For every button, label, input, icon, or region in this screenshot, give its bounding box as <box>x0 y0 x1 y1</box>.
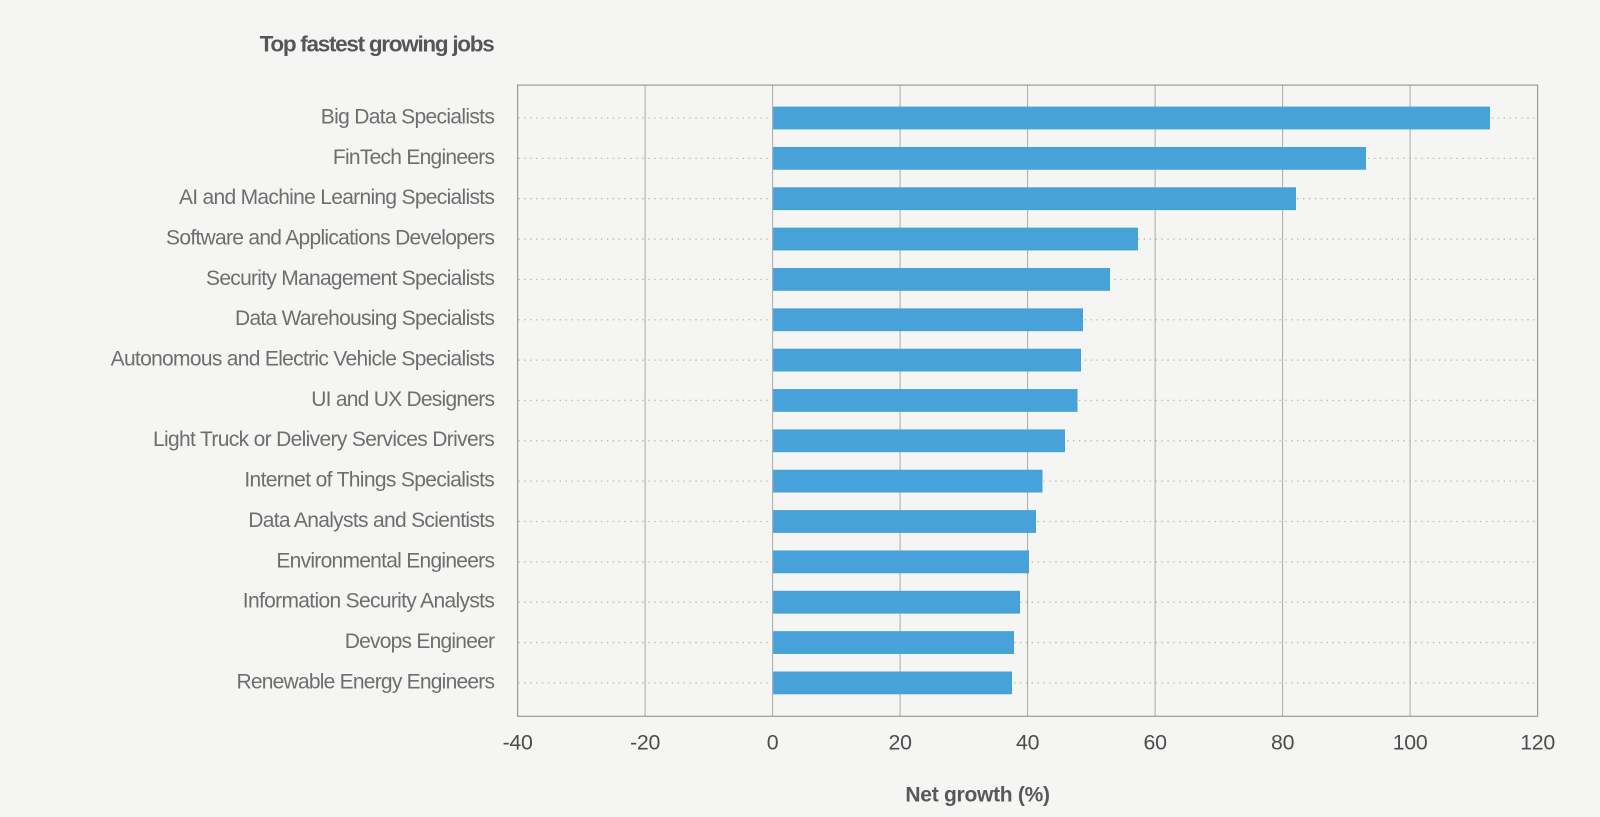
svg-text:Internet of Things Specialists: Internet of Things Specialists <box>244 469 494 492</box>
svg-text:-20: -20 <box>630 731 660 755</box>
svg-text:Data Analysts and Scientists: Data Analysts and Scientists <box>248 509 494 532</box>
svg-text:Data Warehousing Specialists: Data Warehousing Specialists <box>235 307 494 330</box>
svg-text:60: 60 <box>1143 731 1167 755</box>
svg-text:Software and Applications Deve: Software and Applications Developers <box>166 226 494 249</box>
svg-text:FinTech Engineers: FinTech Engineers <box>333 146 495 169</box>
svg-text:20: 20 <box>888 731 912 755</box>
svg-text:Autonomous and Electric Vehicl: Autonomous and Electric Vehicle Speciali… <box>111 348 495 371</box>
svg-text:Top fastest growing jobs: Top fastest growing jobs <box>260 31 495 56</box>
svg-text:Renewable Energy Engineers: Renewable Energy Engineers <box>236 670 494 693</box>
svg-text:100: 100 <box>1393 731 1428 755</box>
svg-text:120: 120 <box>1520 731 1555 755</box>
svg-text:AI and Machine Learning Specia: AI and Machine Learning Specialists <box>179 186 494 209</box>
svg-text:Big Data Specialists: Big Data Specialists <box>321 105 495 128</box>
svg-text:Environmental Engineers: Environmental Engineers <box>276 549 494 572</box>
svg-text:Information Security Analysts: Information Security Analysts <box>243 590 495 613</box>
svg-text:Light Truck or Delivery Servic: Light Truck or Delivery Services Drivers <box>153 428 494 451</box>
svg-text:-40: -40 <box>503 731 533 755</box>
svg-text:0: 0 <box>767 731 779 755</box>
svg-text:Security Management Specialist: Security Management Specialists <box>206 267 494 290</box>
svg-text:UI and UX Designers: UI and UX Designers <box>311 388 494 411</box>
svg-text:Devops Engineer: Devops Engineer <box>345 630 495 653</box>
svg-text:40: 40 <box>1016 731 1040 755</box>
svg-text:Net growth (%): Net growth (%) <box>905 784 1049 807</box>
svg-text:80: 80 <box>1271 731 1295 755</box>
